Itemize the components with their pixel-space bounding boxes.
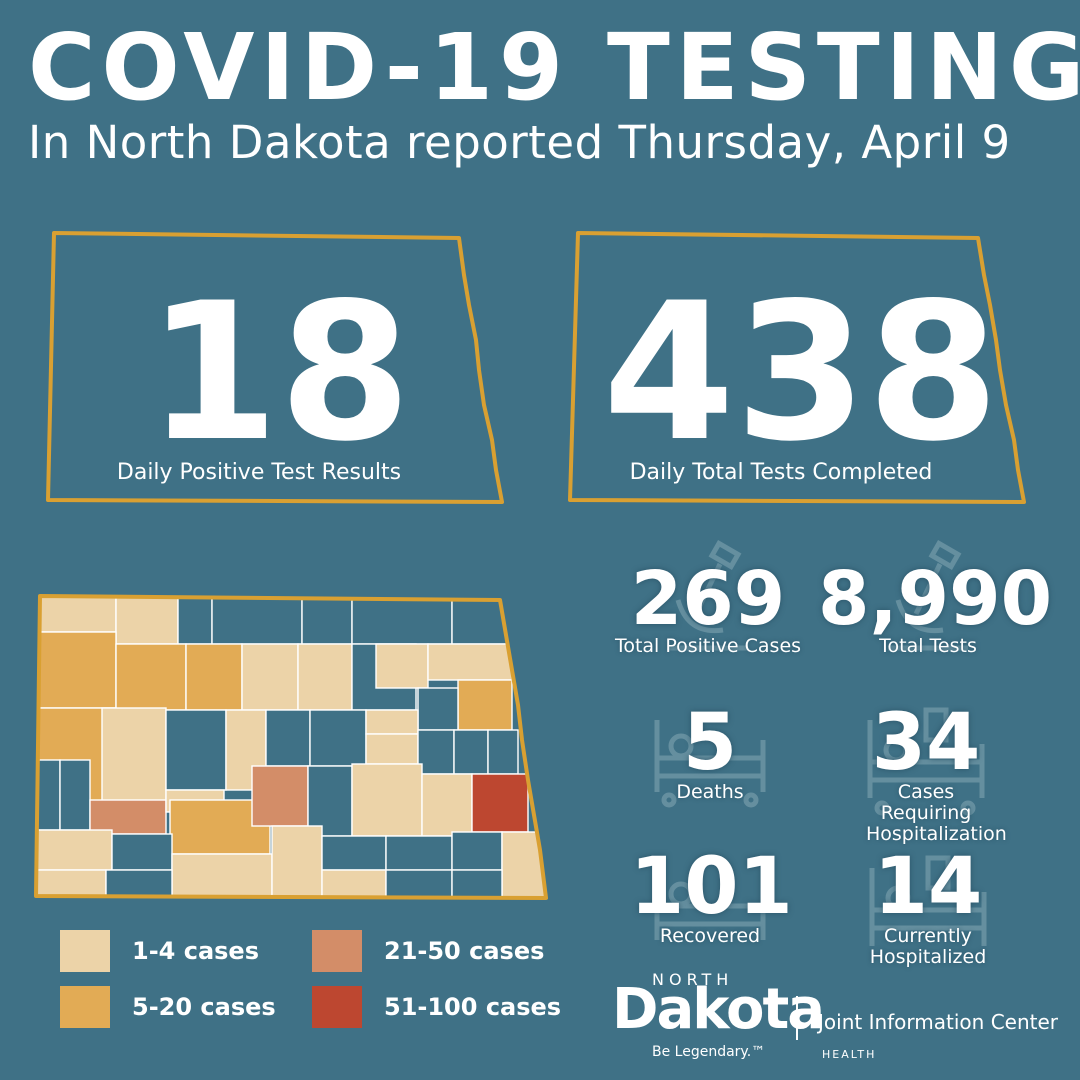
legend-label: 21-50 cases [384,937,545,965]
hospital-bed-icon [869,855,987,946]
legend-swatch [60,930,110,972]
stat-label: Cases Requiring Hospitalization [866,781,1007,845]
legend-item-1-4: 1-4 cases [60,930,259,972]
stat-recovered: 101 Recovered [630,842,793,958]
page-subtitle: In North Dakota reported Thursday, April… [28,116,1011,169]
stat-value: 269 [630,556,786,642]
stat-deaths: 5 Deaths [640,700,780,810]
stat-value: 101 [630,842,793,932]
stat-total-tests: 8,990 Total Tests [818,540,1053,660]
page-title: COVID-19 TESTING [28,14,1080,121]
logo-north-text: NORTH [652,970,734,989]
north-dakota-outline-icon [46,231,504,504]
hospital-bed-icon [867,707,985,816]
legend-label: 1-4 cases [132,937,259,965]
county-map [34,594,548,900]
logo-tagline: Be Legendary.™ [652,1044,766,1060]
legend-item-21-50: 21-50 cases [312,930,544,972]
north-dakota-outline-icon [568,231,1026,504]
stat-value: 5 [682,698,738,788]
stat-label: Total Positive Cases [614,635,802,657]
microscope-icon [668,540,748,651]
stat-total-positive: 269 Total Positive Cases [608,540,808,660]
logo-dakota-text: Dakota [612,977,825,1042]
hospital-bed-icon [654,720,766,808]
stat-currently-hospitalized: 14 Currently Hospitalized [848,848,1008,968]
microscope-icon [888,540,968,651]
organization-sub: HEALTH [822,1048,877,1061]
legend-label: 5-20 cases [132,993,276,1021]
legend-label: 51-100 cases [384,993,562,1021]
legend-item-51-100: 51-100 cases [312,986,561,1028]
daily-positive-value: 18 [146,262,412,483]
stat-value: 14 [873,842,983,932]
stat-value: 8,990 [818,556,1053,642]
organization-name: Joint Information Center [818,1010,1059,1034]
stat-value: 34 [871,698,981,788]
logo-divider [796,996,798,1040]
daily-positive-card: 18 Daily Positive Test Results [44,230,514,510]
stat-hospitalization-required: 34 Cases Requiring Hospitalization [846,698,1007,844]
legend-swatch [60,986,110,1028]
daily-total-tests-card: 438 Daily Total Tests Completed [566,230,1036,510]
daily-total-tests-value: 438 [602,262,1000,483]
daily-positive-label: Daily Positive Test Results [116,460,402,485]
stat-label: Currently Hospitalized [869,925,987,968]
stat-label: Deaths [676,781,744,803]
legend-swatch [312,986,362,1028]
legend-swatch [312,930,362,972]
daily-total-tests-label: Daily Total Tests Completed [629,460,933,485]
stat-label: Total Tests [879,635,977,657]
stat-label: Recovered [659,925,761,947]
hospital-bed-icon [654,868,766,940]
legend-item-5-20: 5-20 cases [60,986,276,1028]
